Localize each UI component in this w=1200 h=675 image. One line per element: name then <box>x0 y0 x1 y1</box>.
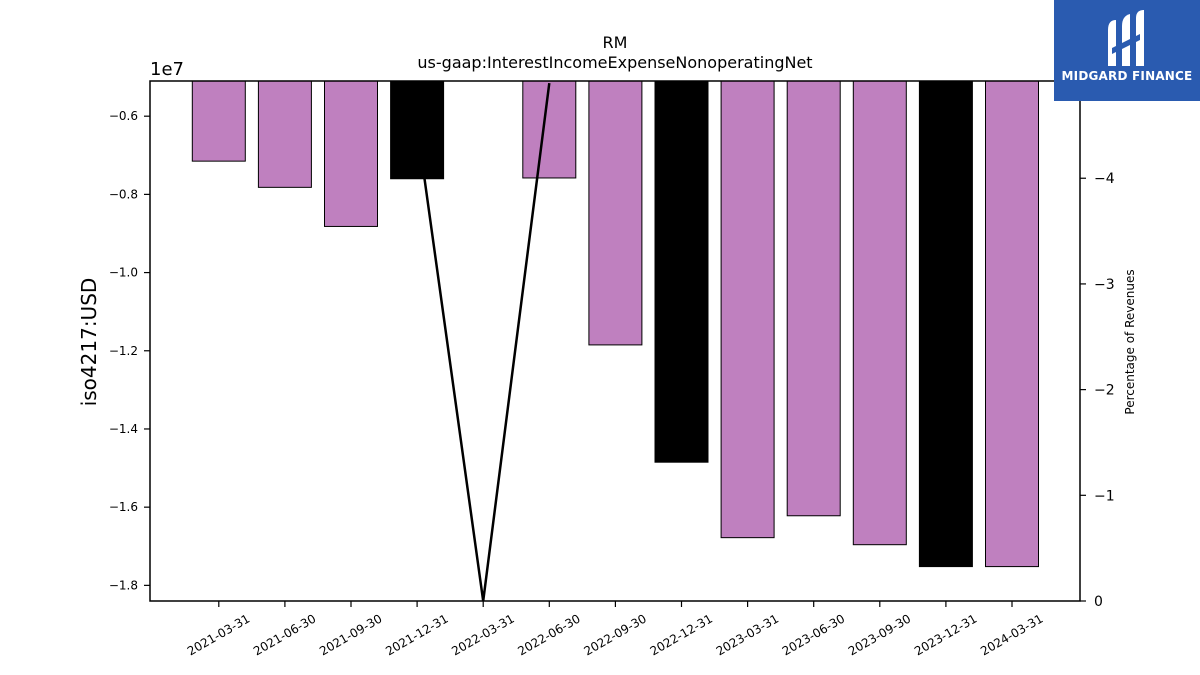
logo-text: MIDGARD FINANCE <box>1061 69 1193 83</box>
x-tick-label: 2022-06-30 <box>515 611 582 658</box>
x-tick-label: 2023-09-30 <box>846 611 913 658</box>
x-tick-label: 2022-03-31 <box>449 611 516 658</box>
chart-subtitle: us-gaap:InterestIncomeExpenseNonoperatin… <box>417 53 812 72</box>
x-tick-label: 2023-03-31 <box>714 611 781 658</box>
y2-tick-label: 0 <box>1094 594 1103 610</box>
y-tick-label: −1.0 <box>109 266 138 280</box>
y-tick-label: −1.8 <box>109 578 138 592</box>
midgard-finance-logo: MIDGARD FINANCE <box>1054 0 1200 101</box>
y-tick-label: −1.4 <box>109 422 138 436</box>
x-tick-label: 2023-06-30 <box>780 611 847 658</box>
y-tick-label: −0.6 <box>109 109 138 123</box>
y-axis-label: iso4217:USD <box>77 278 101 407</box>
chart-title: RM <box>603 33 628 52</box>
x-tick-label: 2021-09-30 <box>317 611 384 658</box>
y2-tick-label: −3 <box>1094 277 1115 293</box>
bar-2022-12-31 <box>654 80 709 463</box>
bar-2021-09-30 <box>324 80 378 227</box>
x-tick-label: 2024-03-31 <box>978 611 1045 658</box>
y-tick-label: −1.2 <box>109 344 138 358</box>
bar-2023-03-31 <box>720 80 775 539</box>
y-offset-label: 1e7 <box>150 59 184 80</box>
bar-2021-03-31 <box>191 80 246 162</box>
bar-2024-03-31 <box>985 80 1039 568</box>
bar-2023-09-30 <box>852 80 907 546</box>
x-tick-label: 2021-03-31 <box>185 611 252 658</box>
x-tick-label: 2022-09-30 <box>581 611 648 658</box>
bar-2023-06-30 <box>786 80 841 517</box>
bar-2022-09-30 <box>588 80 643 346</box>
x-tick-label: 2021-12-31 <box>383 611 450 658</box>
y2-tick-label: −4 <box>1094 171 1115 187</box>
y2-tick-label: −2 <box>1094 383 1115 399</box>
bar-2023-12-31 <box>918 80 973 568</box>
x-tick-label: 2021-06-30 <box>251 611 318 658</box>
midgard-logo-icon <box>1108 10 1144 66</box>
y-tick-label: −0.8 <box>109 187 138 201</box>
y2-axis-label: Percentage of Revenues <box>1123 269 1137 414</box>
bar-2021-06-30 <box>257 80 312 188</box>
x-tick-label: 2023-12-31 <box>912 611 979 658</box>
bar-2022-06-30 <box>522 80 577 179</box>
y2-tick-label: −1 <box>1094 488 1115 504</box>
y-tick-label: −1.6 <box>109 500 138 514</box>
x-tick-label: 2022-12-31 <box>648 611 715 658</box>
